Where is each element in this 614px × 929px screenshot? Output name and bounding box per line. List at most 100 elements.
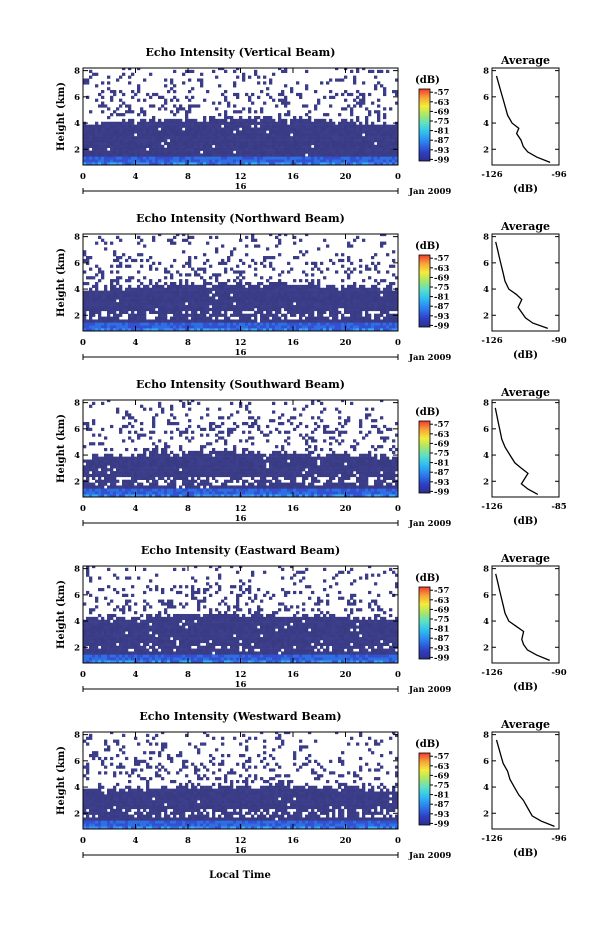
heatmap-cell [212, 69, 216, 74]
heatmap-cell [224, 439, 228, 443]
heatmap-cell [251, 121, 255, 125]
heatmap-cell [125, 465, 129, 469]
heatmap-cell [251, 416, 255, 420]
heatmap-cell [290, 296, 294, 300]
heatmap-cell [86, 476, 90, 480]
heatmap-cell [230, 147, 234, 151]
heatmap-cell [92, 442, 96, 446]
heatmap-cell [260, 302, 264, 306]
heatmap-cell [83, 253, 87, 257]
heatmap-cell [164, 267, 168, 271]
heatmap-cell [284, 156, 288, 160]
heatmap-cell [323, 124, 327, 128]
heatmap-cell [251, 442, 255, 446]
heatmap-cell [197, 296, 201, 300]
heatmap-cell [245, 293, 249, 297]
heatmap-cell [383, 299, 387, 303]
heatmap-cell [257, 293, 261, 297]
heatmap-cell [356, 313, 360, 317]
heatmap-cell [239, 488, 243, 492]
heatmap-cell [386, 307, 390, 312]
heatmap-cell [119, 144, 123, 148]
heatmap-cell [212, 305, 216, 309]
heatmap-cell [227, 290, 231, 294]
heatmap-cell [182, 81, 186, 85]
colorbar-tick-label: -63 [434, 98, 449, 108]
heatmap-cell [185, 150, 189, 154]
heatmap-cell [107, 127, 111, 131]
heatmap-cell [242, 459, 246, 463]
heatmap-cell [167, 453, 171, 457]
heatmap-cell [176, 471, 180, 475]
heatmap-cell [179, 462, 183, 466]
heatmap-cell [140, 462, 144, 466]
heatmap-cell [107, 87, 111, 91]
heatmap-cell [284, 95, 288, 99]
heatmap-cell [83, 141, 87, 146]
heatmap-cell [362, 130, 366, 134]
heatmap-cell [221, 127, 225, 131]
heatmap-cell [248, 281, 252, 286]
heatmap-cell [272, 256, 276, 260]
heatmap-cell [284, 69, 288, 74]
heatmap-cell [290, 136, 294, 140]
heatmap-cell [254, 468, 258, 472]
heatmap-cell [215, 328, 219, 332]
heatmap-cell [281, 136, 285, 140]
heatmap-cell [275, 310, 279, 314]
heatmap-cell [239, 144, 243, 148]
heatmap-cell [230, 471, 234, 475]
heatmap-cell [137, 284, 141, 289]
heatmap-cell [344, 139, 348, 143]
heatmap-cell [83, 485, 87, 489]
heatmap-cell [230, 401, 234, 406]
heatmap-cell [110, 299, 114, 303]
heatmap-cell [206, 305, 210, 309]
heatmap-cell [164, 488, 168, 492]
heatmap-cell [179, 121, 183, 125]
heatmap-cell [320, 270, 324, 274]
heatmap-cell [161, 453, 165, 457]
heatmap-cell [227, 453, 231, 457]
average-y-tick-label: 2 [483, 311, 489, 321]
heatmap-cell [323, 141, 327, 146]
x-tick-label: 8 [185, 338, 191, 348]
heatmap-cell [287, 305, 291, 309]
heatmap-cell [335, 124, 339, 128]
heatmap-cell [335, 133, 339, 137]
heatmap-cell [359, 305, 363, 309]
heatmap-cell [278, 296, 282, 300]
heatmap-cell [368, 124, 372, 128]
y-axis-label: Height (km) [56, 248, 67, 317]
heatmap-cell [257, 494, 261, 498]
heatmap-cell [287, 156, 291, 160]
heatmap-cell [155, 485, 159, 489]
heatmap-cell [146, 136, 150, 140]
heatmap-cell [287, 325, 291, 329]
heatmap-cell [302, 153, 306, 157]
heatmap-cell [152, 328, 156, 332]
heatmap-cell [227, 150, 231, 154]
heatmap-cell [182, 491, 186, 495]
heatmap-cell [149, 488, 153, 492]
heatmap-cell [182, 473, 186, 478]
heatmap-cell [314, 139, 318, 143]
heatmap-cell [260, 124, 264, 128]
heatmap-cell [278, 310, 282, 314]
heatmap-cell [374, 75, 378, 79]
heatmap-cell [248, 468, 252, 472]
heatmap-cell [179, 296, 183, 300]
heatmap-cell [296, 287, 300, 291]
heatmap-cell [320, 261, 324, 265]
heatmap-cell [281, 322, 285, 326]
heatmap-cell [158, 465, 162, 469]
heatmap-cell [239, 296, 243, 300]
heatmap-cell [281, 313, 285, 317]
heatmap-cell [347, 319, 351, 323]
heatmap-cell [173, 293, 177, 297]
heatmap-cell [152, 136, 156, 140]
heatmap-cell [143, 118, 147, 123]
heatmap-cell [137, 156, 141, 160]
heatmap-cell [191, 468, 195, 472]
heatmap-cell [227, 488, 231, 492]
